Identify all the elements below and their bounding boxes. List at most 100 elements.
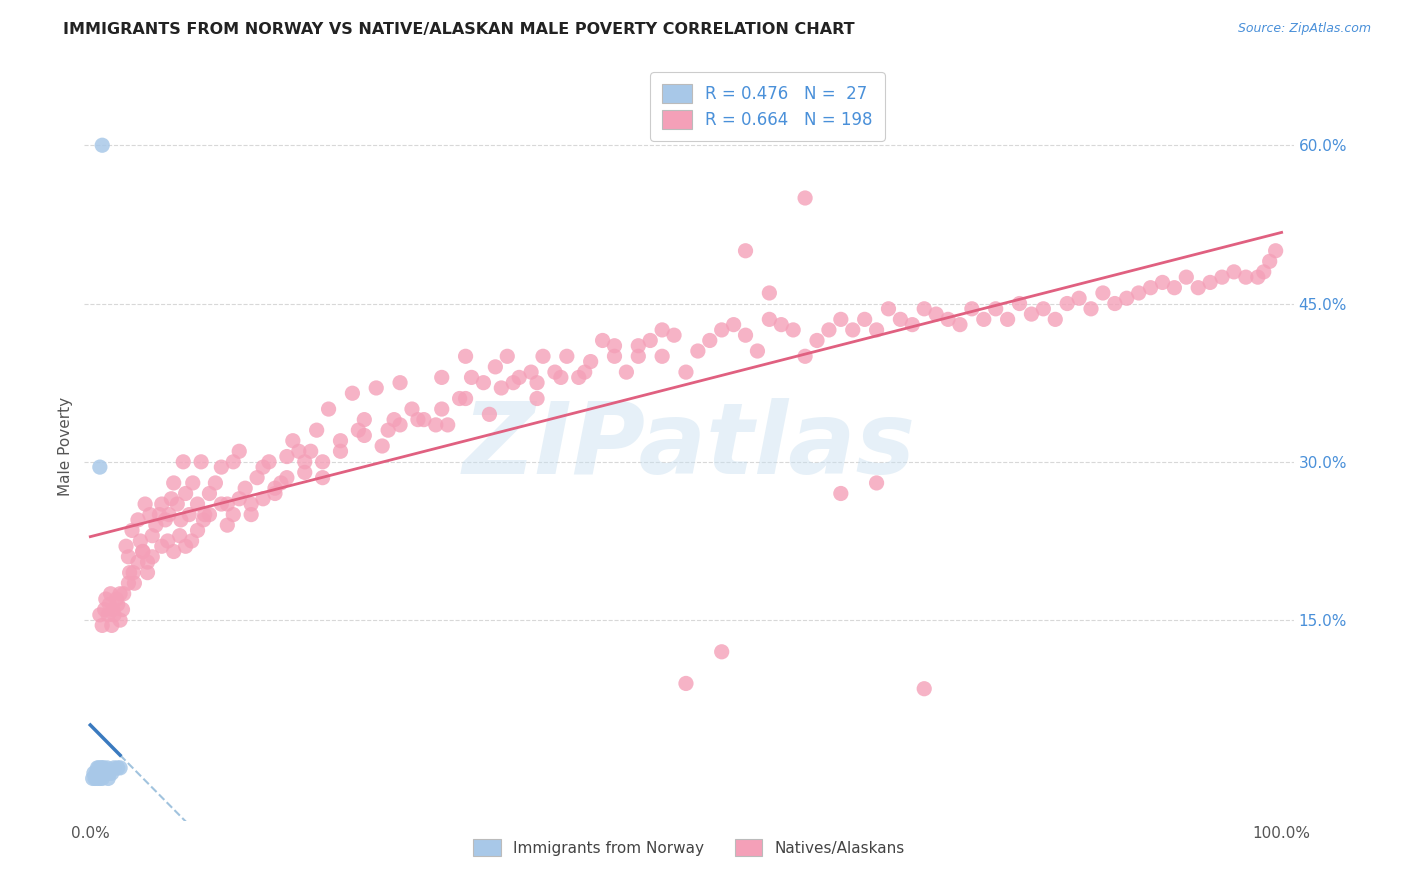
Point <box>425 417 447 432</box>
Point <box>93 761 115 775</box>
Point <box>294 466 316 480</box>
Text: Source: ZipAtlas.com: Source: ZipAtlas.com <box>1237 22 1371 36</box>
Point <box>276 450 298 464</box>
Point <box>122 566 145 580</box>
Point <box>228 491 250 506</box>
Point <box>508 370 530 384</box>
Point <box>170 513 193 527</box>
Point <box>117 576 139 591</box>
Point <box>98 766 121 780</box>
Point <box>747 344 769 359</box>
Point <box>877 301 900 316</box>
Point <box>156 533 179 548</box>
Point <box>555 349 578 363</box>
Point <box>449 392 471 406</box>
Point <box>174 539 197 553</box>
Point <box>949 318 972 332</box>
Point <box>264 481 287 495</box>
Point <box>318 402 340 417</box>
Point <box>136 566 159 580</box>
Point <box>1175 270 1198 285</box>
Point <box>157 508 180 522</box>
Point <box>1008 296 1031 310</box>
Point <box>460 370 482 384</box>
Point <box>454 392 477 406</box>
Point <box>662 328 685 343</box>
Point <box>311 470 333 484</box>
Point <box>436 417 458 432</box>
Point <box>132 544 155 558</box>
Point <box>172 455 194 469</box>
Point <box>217 497 239 511</box>
Point <box>1223 265 1246 279</box>
Point <box>401 402 423 417</box>
Point <box>675 676 697 690</box>
Point <box>288 444 311 458</box>
Point <box>160 491 183 506</box>
Point <box>758 312 780 326</box>
Point <box>87 766 110 780</box>
Point <box>91 618 114 632</box>
Point <box>281 434 304 448</box>
Point <box>1104 296 1126 310</box>
Point <box>105 592 128 607</box>
Point <box>103 607 125 622</box>
Point <box>150 497 173 511</box>
Point <box>830 312 852 326</box>
Point <box>806 334 828 348</box>
Point <box>107 597 129 611</box>
Point <box>627 339 650 353</box>
Point <box>257 455 280 469</box>
Point <box>782 323 804 337</box>
Point <box>89 607 111 622</box>
Point <box>984 301 1007 316</box>
Point <box>108 587 131 601</box>
Point <box>174 486 197 500</box>
Point <box>550 370 572 384</box>
Point <box>252 460 274 475</box>
Point <box>627 349 650 363</box>
Point <box>127 513 149 527</box>
Point <box>305 423 328 437</box>
Point <box>484 359 506 374</box>
Point <box>1187 281 1209 295</box>
Point <box>520 365 543 379</box>
Point <box>1139 281 1161 295</box>
Point <box>1264 244 1286 258</box>
Point <box>198 508 221 522</box>
Point <box>136 555 159 569</box>
Point <box>97 607 120 622</box>
Point <box>1253 265 1275 279</box>
Point <box>163 475 186 490</box>
Point <box>222 508 245 522</box>
Point <box>193 513 215 527</box>
Point <box>603 349 626 363</box>
Point <box>117 549 139 564</box>
Point <box>412 412 434 426</box>
Point <box>454 349 477 363</box>
Point <box>1045 312 1067 326</box>
Point <box>865 323 887 337</box>
Point <box>925 307 948 321</box>
Point <box>377 423 399 437</box>
Point <box>107 761 129 775</box>
Point <box>818 323 841 337</box>
Point <box>389 417 412 432</box>
Point <box>148 508 170 522</box>
Point <box>89 772 111 786</box>
Point <box>526 392 548 406</box>
Point <box>86 772 108 786</box>
Point <box>347 423 370 437</box>
Point <box>853 312 876 326</box>
Point <box>353 428 375 442</box>
Point <box>276 470 298 484</box>
Point <box>770 318 793 332</box>
Point <box>912 301 935 316</box>
Point <box>675 365 697 379</box>
Point <box>194 508 217 522</box>
Point <box>1091 285 1114 300</box>
Point <box>240 497 263 511</box>
Point <box>758 285 780 300</box>
Point <box>124 576 146 591</box>
Point <box>115 539 138 553</box>
